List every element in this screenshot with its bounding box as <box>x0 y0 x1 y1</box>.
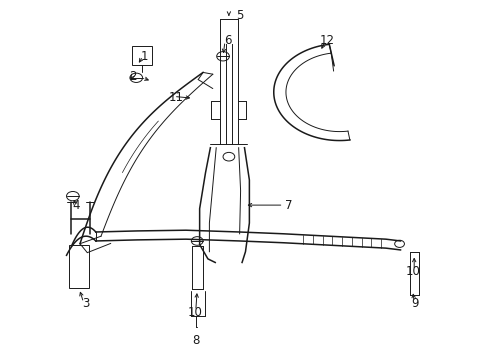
Text: 1: 1 <box>141 50 148 63</box>
Text: 11: 11 <box>168 91 183 104</box>
Text: 3: 3 <box>82 297 89 310</box>
Text: 12: 12 <box>319 33 334 47</box>
Text: 8: 8 <box>192 334 199 347</box>
Text: 10: 10 <box>405 265 419 278</box>
Text: 10: 10 <box>187 306 202 319</box>
Text: 2: 2 <box>129 69 137 82</box>
Text: 4: 4 <box>72 199 80 212</box>
Text: 9: 9 <box>410 297 418 310</box>
Text: 7: 7 <box>284 199 291 212</box>
Bar <box>69 244 89 288</box>
Text: 5: 5 <box>235 9 243 22</box>
Text: 6: 6 <box>223 33 231 47</box>
Bar <box>132 45 152 65</box>
